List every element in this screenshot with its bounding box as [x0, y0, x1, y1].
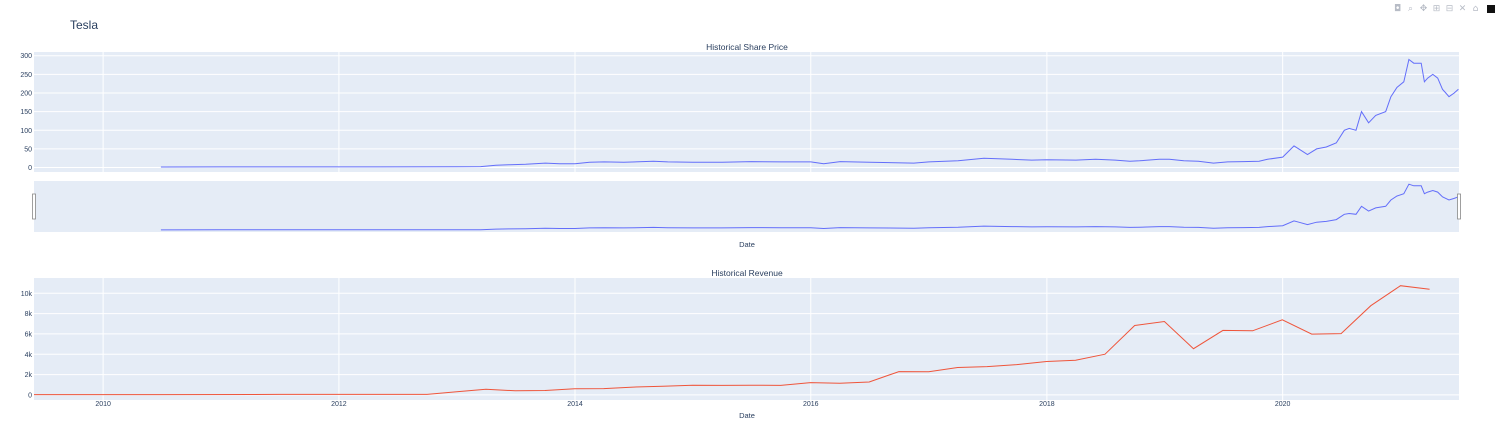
range-slider[interactable]	[34, 181, 1459, 232]
revenue-ytick-label: 6k	[25, 331, 33, 338]
revenue-ytick-label: 2k	[25, 372, 33, 379]
zoom-icon[interactable]: ⌕	[1407, 4, 1414, 14]
range-slider-right-handle[interactable]	[1457, 193, 1461, 220]
revenue-x-axis-label: Date	[739, 411, 755, 420]
range-slider-series-line	[160, 183, 1459, 231]
price-ytick-label: 0	[28, 165, 32, 172]
revenue-xtick-label: 2020	[1275, 401, 1291, 408]
revenue-ytick-label: 8k	[25, 311, 33, 318]
revenue-ytick-label: 10k	[21, 291, 33, 298]
plotly-logo-icon[interactable]	[1487, 5, 1495, 13]
revenue-xtick-label: 2018	[1039, 401, 1055, 408]
revenue-xtick-label: 2010	[95, 401, 111, 408]
price-ytick-label: 250	[20, 72, 32, 79]
price-chart-title: Historical Share Price	[706, 42, 788, 52]
reset-axes-icon[interactable]: ⌂	[1472, 4, 1479, 14]
price-ytick-label: 200	[20, 90, 32, 97]
zoom-out-icon[interactable]: ⊟	[1445, 4, 1454, 14]
price-series-line	[160, 58, 1459, 168]
modebar: ◘ ⌕ ✥ ⊞ ⊟ ✕ ⌂	[1392, 4, 1495, 15]
pan-icon[interactable]: ✥	[1419, 4, 1428, 14]
revenue-chart-title: Historical Revenue	[711, 268, 783, 278]
range-slider-left-handle[interactable]	[32, 193, 36, 220]
revenue-plot-area	[34, 278, 1459, 400]
revenue-ytick-label: 0	[28, 392, 32, 399]
price-x-axis-label: Date	[739, 240, 755, 249]
revenue-ytick-label: 4k	[25, 352, 33, 359]
camera-icon[interactable]: ◘	[1393, 4, 1402, 14]
price-ytick-label: 50	[24, 146, 32, 153]
page-title: Tesla	[70, 18, 99, 32]
revenue-xtick-label: 2016	[803, 401, 819, 408]
revenue-series-line	[34, 285, 1430, 396]
zoom-in-icon[interactable]: ⊞	[1432, 4, 1441, 14]
revenue-xtick-label: 2012	[331, 401, 347, 408]
price-ytick-label: 300	[20, 53, 32, 60]
price-ytick-label: 100	[20, 128, 32, 135]
autoscale-icon[interactable]: ✕	[1458, 4, 1467, 14]
price-ytick-label: 150	[20, 109, 32, 116]
revenue-xtick-label: 2014	[567, 401, 583, 408]
